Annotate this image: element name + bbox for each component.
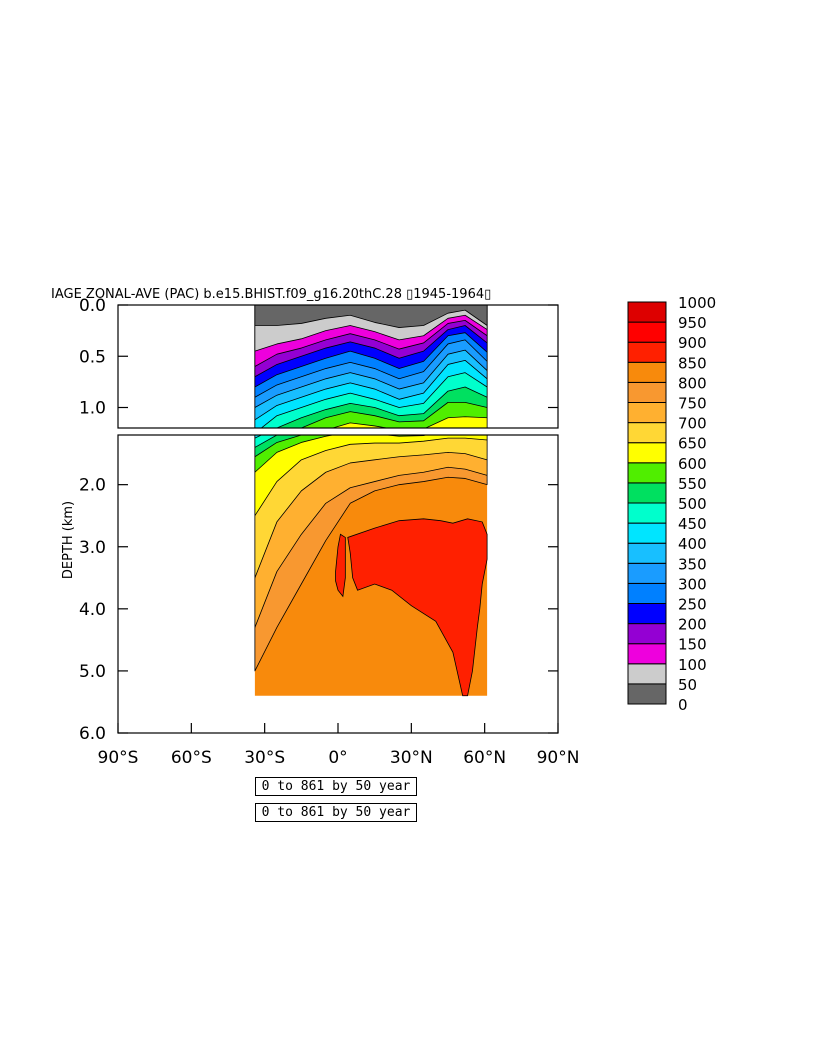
colorbar-swatch (627, 542, 667, 564)
colorbar: 1000950900850800750700650600550500450400… (627, 294, 716, 714)
colorbar-label: 50 (678, 676, 697, 694)
colorbar-label: 600 (678, 455, 707, 473)
colorbar-swatch (627, 482, 667, 504)
lower-y-tick-label: 3.0 (79, 538, 106, 558)
lower-band-13 (254, 435, 488, 579)
colorbar-swatch (627, 643, 667, 665)
colorbar-swatch (627, 522, 667, 544)
lower-y-tick-label: 2.0 (79, 476, 106, 496)
upper-y-tick-label: 0.5 (79, 347, 106, 367)
colorbar-label: 1000 (678, 294, 716, 312)
x-tick-label: 60°N (463, 748, 506, 768)
upper-y-tick-label: 1.0 (79, 399, 106, 419)
colorbar-label: 750 (678, 395, 707, 413)
colorbar-swatch (627, 442, 667, 464)
lower-band-10 (254, 435, 488, 458)
colorbar-swatch (627, 663, 667, 685)
colorbar-label: 500 (678, 495, 707, 513)
colorbar-swatch (627, 381, 667, 403)
upper-band-0 (254, 305, 488, 328)
lower-y-tick-label: 6.0 (79, 724, 106, 744)
colorbar-swatch (627, 341, 667, 363)
colorbar-label: 0 (678, 696, 688, 714)
y-axis-label: DEPTH (km) (61, 501, 76, 579)
colorbar-label: 200 (678, 616, 707, 634)
colorbar-label: 150 (678, 636, 707, 654)
colorbar-label: 650 (678, 435, 707, 453)
colorbar-label: 100 (678, 656, 707, 674)
info-box-1: 0 to 861 by 50 year (255, 777, 417, 796)
colorbar-swatch (627, 422, 667, 444)
chart-title: IAGE ZONAL-AVE (PAC) b.e15.BHIST.f09_g16… (51, 287, 491, 302)
x-tick-label: 0° (328, 748, 347, 768)
upper-y-tick-label: 0.0 (79, 296, 106, 316)
colorbar-label: 400 (678, 535, 707, 553)
x-tick-label: 30°N (390, 748, 433, 768)
colorbar-label: 700 (678, 415, 707, 433)
lower-y-tick-label: 5.0 (79, 662, 106, 682)
x-tick-label: 90°S (98, 748, 139, 768)
x-tick-label: 60°S (171, 748, 212, 768)
colorbar-swatch (627, 582, 667, 605)
colorbar-label: 250 (678, 596, 707, 614)
colorbar-label: 450 (678, 515, 707, 533)
lower-red-core-small (335, 533, 346, 598)
colorbar-swatch (627, 361, 667, 383)
colorbar-label: 800 (678, 374, 707, 392)
colorbar-label: 300 (678, 575, 707, 593)
lower-y-tick-label: 4.0 (79, 600, 106, 620)
colorbar-swatch (627, 502, 667, 524)
lower-band-12 (254, 435, 488, 517)
upper-panel-contours (254, 305, 488, 428)
upper-panel-frame (117, 304, 559, 429)
x-tick-label: 30°S (244, 748, 285, 768)
colorbar-swatch (627, 402, 667, 424)
lower-band-14 (254, 435, 488, 628)
colorbar-label: 550 (678, 475, 707, 493)
colorbar-swatch (627, 683, 667, 705)
info-box-2: 0 to 861 by 50 year (255, 803, 417, 822)
lower-red-core (347, 518, 488, 697)
colorbar-swatch (627, 562, 667, 584)
colorbar-swatch (627, 321, 667, 343)
colorbar-swatch (627, 462, 667, 484)
colorbar-swatch (627, 603, 667, 625)
colorbar-swatch (627, 301, 667, 323)
axes: 90°S 60°S 30°S 0° 30°N 60°N 90°N 0.0 0.5 1.0 2.0 3.… (79, 296, 579, 768)
colorbar-label: 350 (678, 555, 707, 573)
colorbar-label: 900 (678, 334, 707, 352)
colorbar-label: 850 (678, 354, 707, 372)
x-tick-label: 90°N (537, 748, 580, 768)
colorbar-swatch (627, 623, 667, 645)
colorbar-label: 950 (678, 314, 707, 332)
lower-panel-contours (254, 435, 488, 697)
